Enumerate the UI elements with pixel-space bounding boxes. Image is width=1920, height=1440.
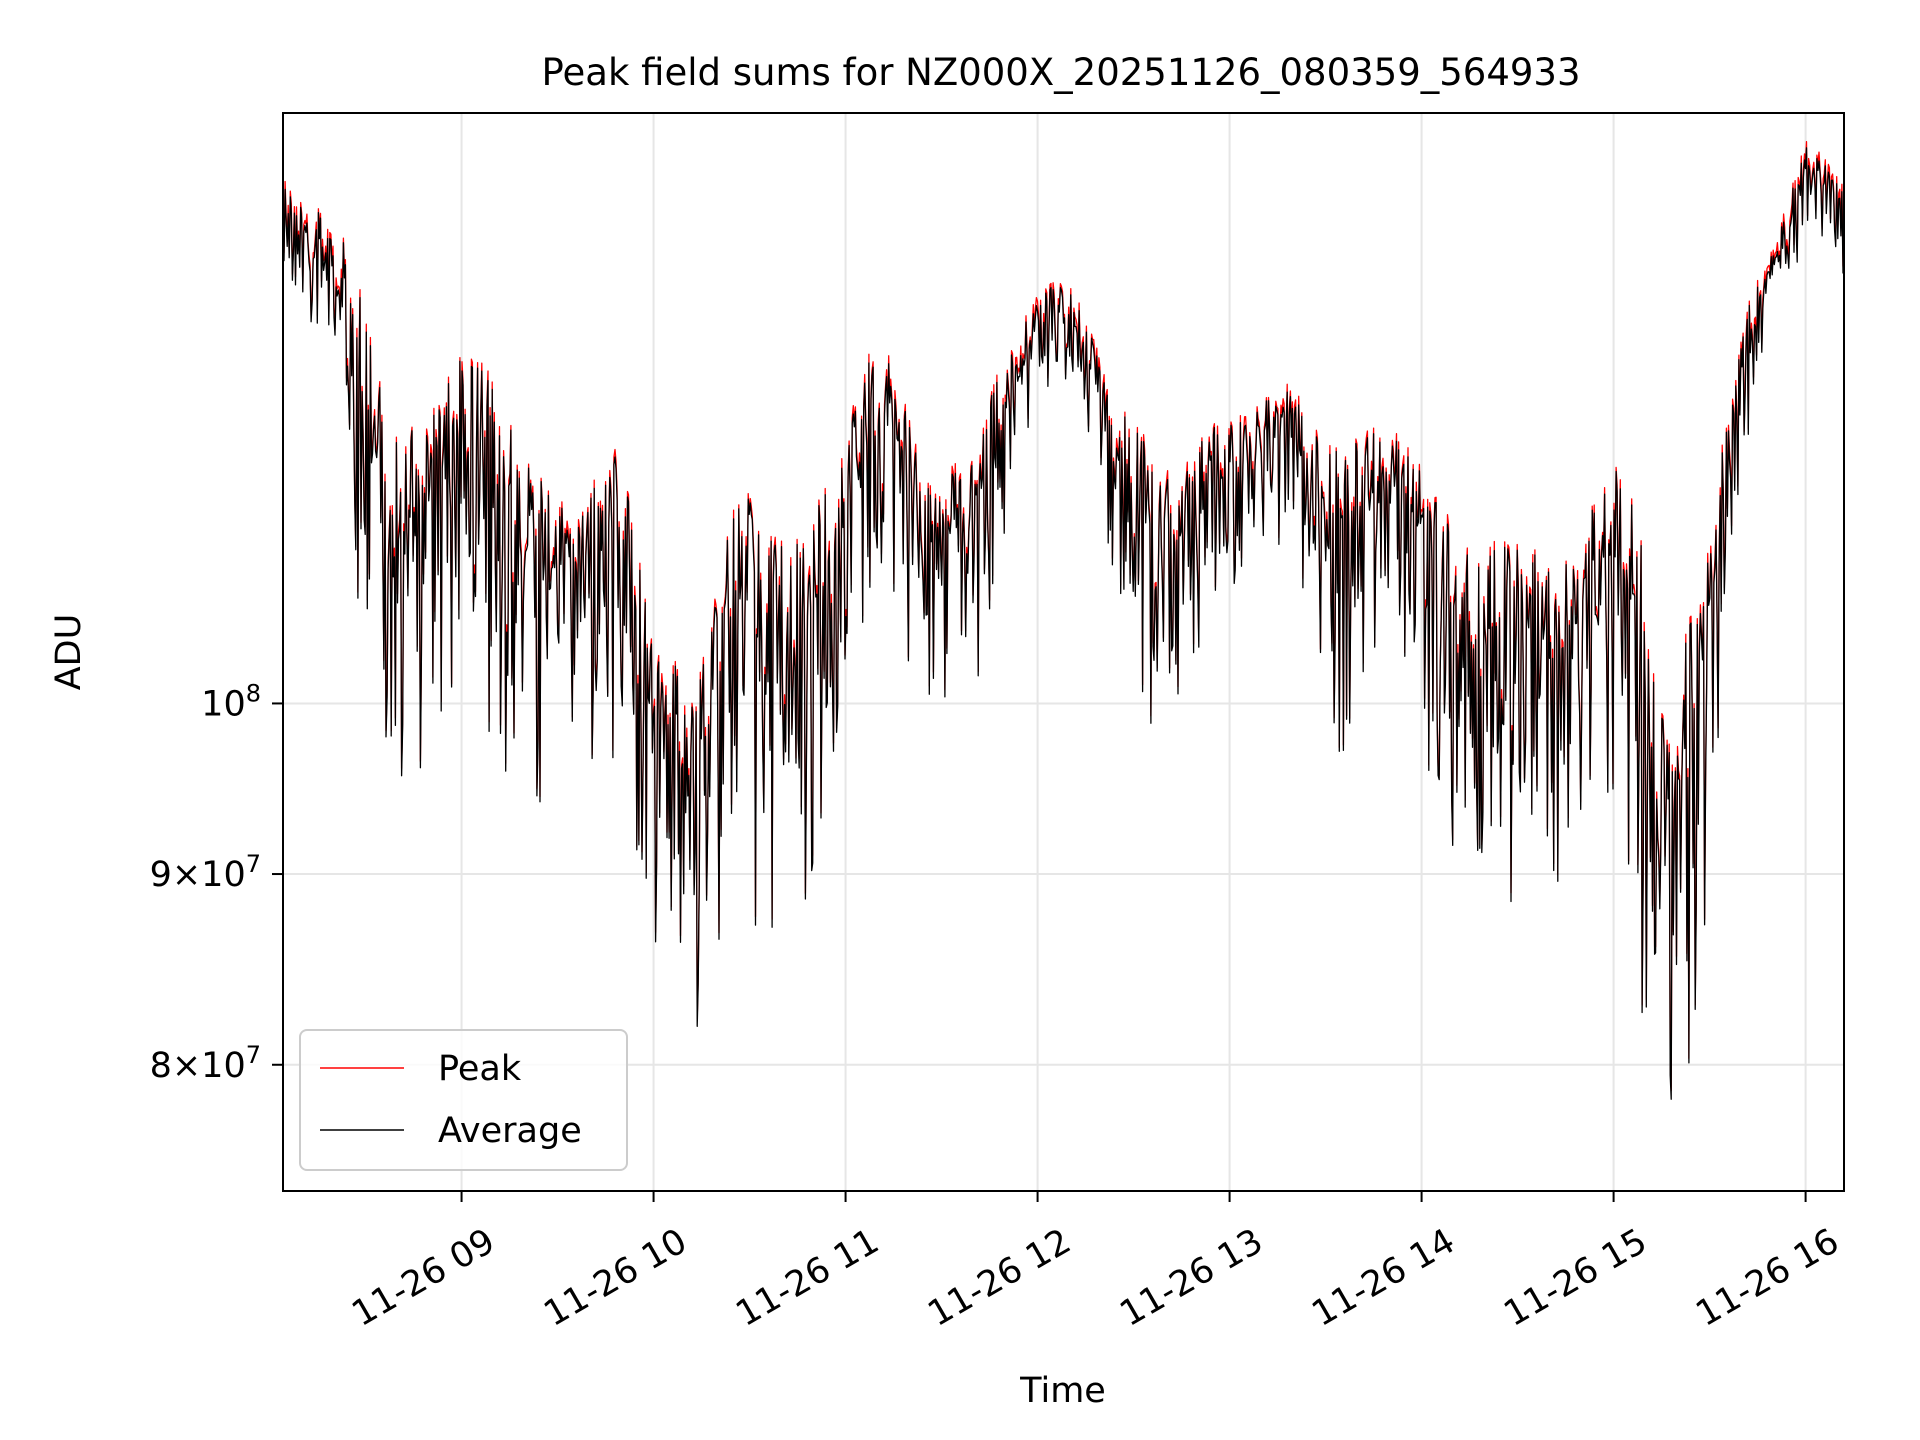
legend-label-peak: Peak xyxy=(438,1049,522,1089)
plot-frame xyxy=(282,112,1845,1192)
series-layer xyxy=(282,141,1845,1100)
plot-area xyxy=(283,113,1844,1191)
y-tick-label-0: 8×107 xyxy=(150,1041,261,1086)
y-axis-ticks: 8×107 9×107 108 xyxy=(150,679,283,1086)
y-axis-label: ADU xyxy=(49,614,89,691)
series-line-average xyxy=(282,147,1845,1100)
x-axis-label: Time xyxy=(1019,1371,1106,1411)
y-tick-label-1: 9×107 xyxy=(150,850,261,895)
legend: Peak Average xyxy=(299,1029,628,1171)
legend-box xyxy=(299,1029,628,1171)
legend-label-average: Average xyxy=(438,1111,582,1151)
y-tick-label-2: 108 xyxy=(201,679,261,724)
chart-title: Peak field sums for NZ000X_20251126_0803… xyxy=(542,51,1581,94)
